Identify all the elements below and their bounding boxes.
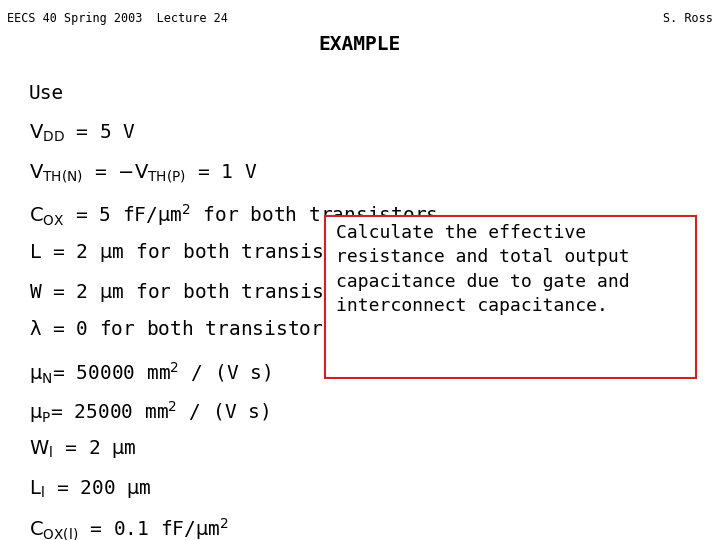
Text: $\mathrm{V_{TH(N)}}$ = $\mathrm{-V_{TH(P)}}$ = 1 V: $\mathrm{V_{TH(N)}}$ = $\mathrm{-V_{TH(P…: [29, 163, 257, 185]
Text: W = 2 $\mathrm{\mu}$m for both transistors: W = 2 $\mathrm{\mu}$m for both transisto…: [29, 281, 370, 304]
Text: Use: Use: [29, 84, 64, 103]
Text: EXAMPLE: EXAMPLE: [319, 35, 401, 54]
Text: $\mathrm{\mu_P}$= 25000 mm$^2$ / (V s): $\mathrm{\mu_P}$= 25000 mm$^2$ / (V s): [29, 399, 269, 425]
Text: S. Ross: S. Ross: [663, 12, 713, 25]
Text: $\mathrm{C_{OX(l)}}$ = 0.1 fF/$\mathrm{\mu}$m$^2$: $\mathrm{C_{OX(l)}}$ = 0.1 fF/$\mathrm{\…: [29, 517, 229, 540]
Text: $\mathrm{C_{OX}}$ = 5 fF/$\mathrm{\mu}$m$^2$ for both transistors: $\mathrm{C_{OX}}$ = 5 fF/$\mathrm{\mu}$m…: [29, 202, 438, 228]
Text: Calculate the effective
resistance and total output
capacitance due to gate and
: Calculate the effective resistance and t…: [336, 224, 630, 315]
FancyBboxPatch shape: [325, 216, 696, 378]
Text: $\mathrm{W_l}$ = 2 $\mathrm{\mu}$m: $\mathrm{W_l}$ = 2 $\mathrm{\mu}$m: [29, 438, 137, 461]
Text: L = 2 $\mathrm{\mu}$m for both transistors: L = 2 $\mathrm{\mu}$m for both transisto…: [29, 241, 370, 265]
Text: $\mathrm{V_{DD}}$ = 5 V: $\mathrm{V_{DD}}$ = 5 V: [29, 123, 136, 144]
Text: EECS 40 Spring 2003  Lecture 24: EECS 40 Spring 2003 Lecture 24: [7, 12, 228, 25]
Text: $\mathrm{L_l}$ = 200 $\mathrm{\mu}$m: $\mathrm{L_l}$ = 200 $\mathrm{\mu}$m: [29, 478, 151, 500]
Text: $\mathrm{\lambda}$ = 0 for both transistors: $\mathrm{\lambda}$ = 0 for both transist…: [29, 320, 334, 339]
Text: $\mathrm{\mu_N}$= 50000 mm$^2$ / (V s): $\mathrm{\mu_N}$= 50000 mm$^2$ / (V s): [29, 360, 271, 386]
